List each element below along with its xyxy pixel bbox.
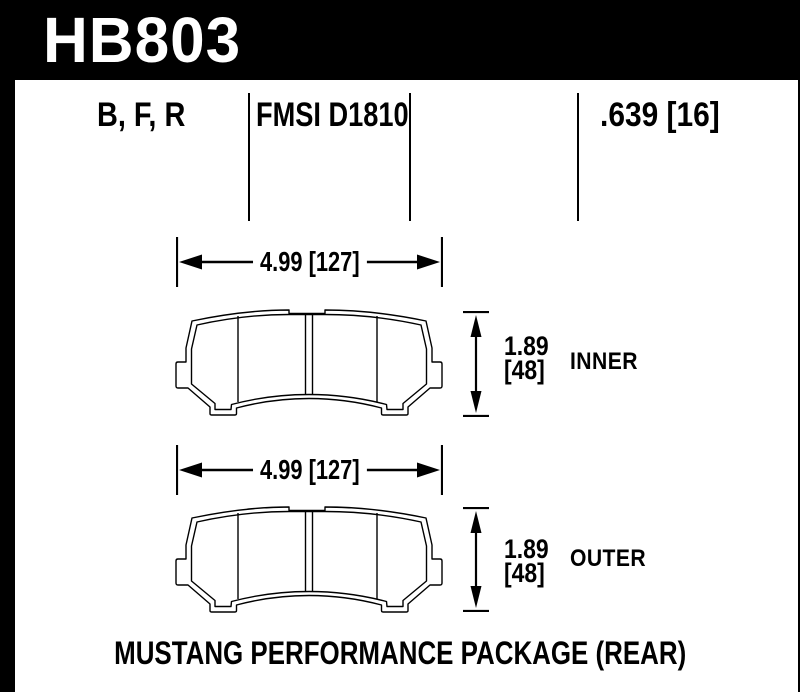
application-caption-text: MUSTANG PERFORMANCE PACKAGE (REAR) (113, 635, 687, 671)
right-border-line (798, 0, 800, 692)
outer-thickness-value: 1.89 [48] (504, 534, 557, 588)
part-number: HB803 (43, 4, 242, 76)
part-number-banner: HB803 (0, 0, 800, 80)
outer-thickness-inches: 1.89 (504, 534, 549, 564)
width-dimension-label: 4.99 [127] (252, 248, 367, 276)
header-divider-2 (409, 93, 411, 221)
width-dimension-arrow (176, 237, 443, 287)
outer-width-dimension: 4.99 [127] (176, 445, 443, 495)
pad-thickness: .639 [16] (600, 96, 720, 134)
width-dimension-label: 4.99 [127] (252, 456, 367, 484)
inner-thickness-inches: 1.89 (504, 331, 549, 361)
inner-pad-label: INNER (570, 348, 638, 375)
inner-width-dimension: 4.99 [127] (176, 237, 443, 287)
header-divider-3 (577, 93, 579, 221)
outer-thickness-mm: [48] (504, 558, 545, 588)
inner-thickness-mm: [48] (504, 355, 545, 385)
left-border-bar (0, 0, 15, 692)
fmsi-number: FMSI D1810 (256, 96, 409, 134)
inner-height-dimension-arrow (463, 311, 489, 417)
compound-codes: B, F, R (97, 96, 186, 134)
brake-pad-drawing-inner (175, 309, 443, 416)
outer-pad-label: OUTER (570, 545, 647, 572)
header-divider-1 (248, 93, 250, 221)
inner-thickness-value: 1.89 [48] (504, 331, 557, 385)
outer-height-dimension-arrow (463, 507, 489, 612)
brake-pad-drawing-outer (175, 506, 443, 613)
application-caption: MUSTANG PERFORMANCE PACKAGE (REAR) (0, 636, 800, 670)
